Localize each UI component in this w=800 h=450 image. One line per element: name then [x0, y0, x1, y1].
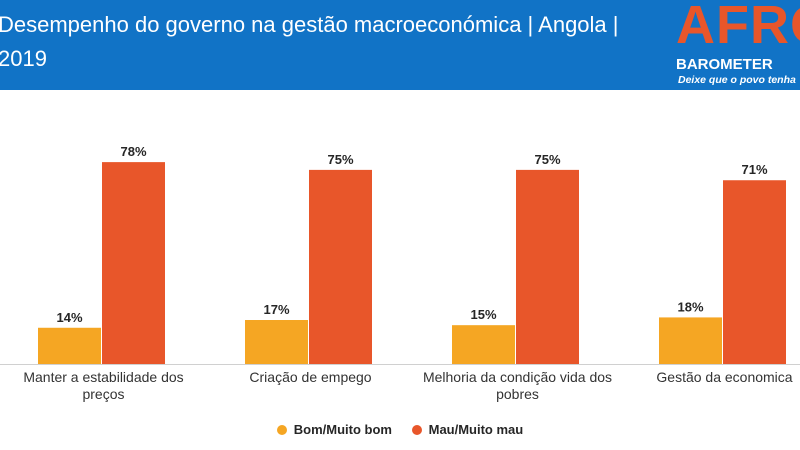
page-title: Desempenho do governo na gestão macroeco…	[0, 12, 619, 71]
category-label-2: Melhoria da condição vida dos pobres	[423, 369, 612, 402]
category-label-3: Gestão da economica	[656, 369, 792, 385]
bar-good-3	[659, 317, 722, 364]
logo-tagline: Deixe que o povo tenha	[678, 74, 796, 86]
category-label-1: Criação de empego	[249, 369, 371, 385]
data-label-good-1: 17%	[263, 302, 289, 317]
data-label-bad-0: 78%	[120, 144, 146, 159]
logo-subtitle: BAROMETER	[676, 56, 773, 73]
legend-label-bad: Mau/Muito mau	[428, 422, 524, 437]
bar-bad-1	[309, 169, 372, 364]
bar-good-0	[38, 327, 101, 364]
data-label-bad-3: 71%	[741, 162, 767, 177]
bar-bad-3	[723, 180, 786, 364]
category-label-0: Manter a estabilidade dos preços	[23, 369, 183, 402]
bar-bad-0	[102, 162, 165, 364]
legend-item-good: Bom/Muito bom	[276, 422, 392, 437]
legend-item-bad: Mau/Muito mau	[411, 422, 524, 437]
logo-wordmark: AFRO	[676, 2, 800, 55]
afrobarometer-logo: AFRO BAROMETER Deixe que o povo tenha	[676, 2, 800, 88]
bar-good-1	[245, 320, 308, 364]
legend-dot-good-icon	[276, 424, 287, 435]
bar-bad-2	[516, 169, 579, 364]
legend-label-good: Bom/Muito bom	[293, 422, 392, 437]
bar-chart: 14% 78% Manter a estabilidade dos preços 17%…	[0, 144, 800, 402]
data-label-bad-1: 75%	[327, 152, 353, 167]
legend-dot-bad-icon	[411, 424, 422, 435]
data-label-good-0: 14%	[56, 310, 82, 325]
header-banner: Desempenho do governo na gestão macroeco…	[0, 0, 800, 90]
data-label-bad-2: 75%	[534, 152, 560, 167]
data-label-good-2: 15%	[470, 307, 496, 322]
chart-legend: Bom/Muito bom Mau/Muito mau	[0, 422, 800, 438]
data-label-good-3: 18%	[677, 299, 703, 314]
bar-good-2	[452, 325, 515, 364]
